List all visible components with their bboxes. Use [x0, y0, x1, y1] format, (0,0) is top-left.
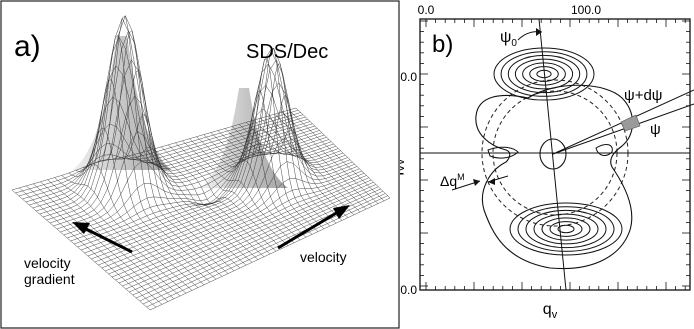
arrowhead-icon [536, 28, 542, 36]
integration-wedge [620, 114, 641, 132]
mesh-line [168, 144, 283, 249]
mesh-line [160, 146, 277, 252]
x-axis-title-sub: v [552, 309, 558, 321]
top-contour-ring [507, 54, 581, 94]
side-contour-left [487, 146, 519, 159]
dq-label: ΔqM [440, 172, 465, 189]
mesh-line [189, 138, 301, 241]
top-contour-ring [493, 47, 595, 101]
mesh-line [260, 118, 361, 213]
mesh-line [288, 109, 385, 201]
psi-line [552, 103, 694, 155]
svg-text:q∇v: q∇v [400, 159, 407, 181]
mesh-line [118, 177, 369, 284]
bottom-contour-ring [517, 206, 615, 252]
dq-main: Δq [440, 173, 457, 189]
velocity-arrow [277, 205, 350, 250]
bottom-contour-ring [549, 221, 583, 237]
y-axis-title-sub: ∇v [400, 159, 407, 173]
mesh-line [149, 197, 391, 311]
mesh-line [239, 124, 343, 221]
center-contour [539, 138, 567, 170]
y-axis-title-main: q [400, 172, 404, 181]
psi-dpsi-label: ψ+dψ [624, 87, 663, 104]
mesh-line [267, 116, 367, 210]
mesh-line [281, 111, 379, 204]
panel-a-frame [0, 0, 400, 329]
panel-b-label: b) [432, 31, 453, 58]
mesh-line [122, 179, 372, 287]
psi-label: ψ [650, 121, 661, 138]
bottom-contour-ring [509, 202, 623, 256]
panel-b-contour-plot: 0.0 100.0 100.0 0.0 q∇v qv b) [400, 0, 694, 329]
mesh-line [246, 122, 349, 218]
top-contour-ring [500, 51, 588, 97]
mesh-line [295, 107, 391, 199]
bottom-contour-ring [533, 213, 599, 245]
mesh-line [105, 168, 360, 272]
psi0-line [538, 18, 567, 291]
mesh-line [101, 161, 358, 269]
surface-mesh [11, 15, 391, 311]
mesh-line [94, 110, 353, 263]
psi0-main: ψ [500, 29, 511, 46]
bottom-contour-ring [557, 224, 575, 234]
velocity-gradient-label-2: gradient [24, 271, 75, 287]
mesh-line [175, 142, 289, 246]
x-axis-title: qv [543, 301, 558, 321]
mesh-line [203, 90, 313, 235]
bottom-contour-ring [541, 217, 591, 241]
mesh-line [224, 63, 331, 227]
x-axis-title-main: q [543, 301, 552, 318]
arrowhead-icon [333, 205, 350, 219]
bottom-contour-ring [525, 209, 607, 249]
axis-ticks [420, 19, 690, 290]
dq-sup: M [457, 172, 465, 182]
left-tick-label-0: 0.0 [400, 283, 417, 297]
arrowhead-icon [72, 222, 90, 234]
y-axis-title: q∇v [400, 159, 407, 181]
mesh-line [143, 193, 386, 305]
mesh-line [210, 58, 319, 232]
velocity-gradient-arrow [72, 222, 133, 254]
mesh-line [182, 140, 295, 243]
mesh-line [146, 195, 388, 308]
top-contour-ring [514, 58, 574, 90]
mesh-line [253, 120, 355, 215]
left-tick-label-100: 100.0 [400, 70, 417, 84]
contour-plot-svg: 0.0 100.0 100.0 0.0 q∇v qv b) [400, 3, 694, 321]
mesh-line [111, 172, 365, 278]
arrowhead-icon [488, 178, 495, 185]
mesh-line [231, 95, 337, 224]
mesh-line [80, 49, 344, 251]
contour-plot-frame [419, 18, 691, 291]
mesh-line [115, 175, 367, 281]
mesh-line [125, 181, 374, 290]
arrowhead-icon [473, 179, 480, 186]
psi0-label: ψ0 [500, 29, 517, 49]
mesh-line [196, 129, 307, 238]
sample-label: SDS/Dec [246, 41, 328, 63]
velocity-gradient-label-1: velocity [24, 255, 71, 271]
mesh-line [129, 184, 376, 293]
panel-a-label: a) [14, 30, 41, 63]
panel-a-surface-plot: a) SDS/Dec velocity gradient velocity [0, 0, 400, 329]
top-contour-ring [522, 62, 566, 86]
mesh-line [132, 186, 379, 296]
mesh-line [274, 113, 373, 207]
velocity-label: velocity [300, 249, 347, 265]
top-tick-label-100: 100.0 [571, 3, 601, 17]
top-peak-contours [493, 47, 595, 101]
top-tick-label-0: 0.0 [418, 3, 435, 17]
psi0-sub: 0 [511, 38, 517, 49]
mesh-line [217, 47, 325, 229]
mesh-line [108, 170, 362, 275]
bottom-peak-contours [509, 202, 623, 256]
peak-right [200, 88, 288, 188]
mesh-line [98, 138, 355, 266]
